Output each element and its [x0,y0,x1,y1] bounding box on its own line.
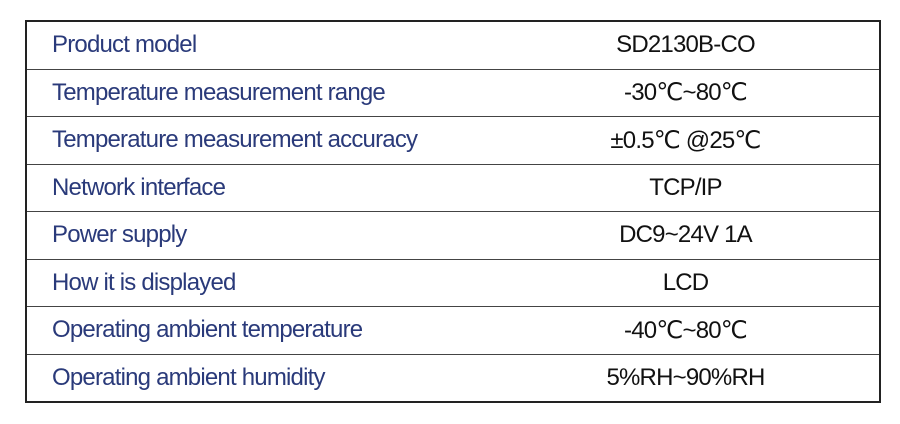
spec-row: Temperature measurement accuracy ±0.5℃ @2… [26,116,880,165]
spec-table: Product model SD2130B-CO Temperature measu… [25,20,881,403]
spec-label: Temperature measurement range [26,69,492,117]
spec-value: -40℃~80℃ [492,306,880,355]
spec-label: Network interface [26,164,492,212]
spec-row: Temperature measurement range -30℃~80℃ [26,69,880,117]
spec-label: Operating ambient humidity [26,354,492,403]
spec-value: LCD [492,259,880,307]
spec-value: DC9~24V 1A [492,211,880,260]
spec-value: SD2130B-CO [492,21,880,70]
spec-label: Operating ambient temperature [26,306,492,355]
spec-row: Product model SD2130B-CO [26,21,880,70]
spec-value: 5%RH~90%RH [492,354,880,403]
spec-value: -30℃~80℃ [492,69,880,117]
spec-row: Operating ambient humidity 5%RH~90%RH [26,354,880,403]
spec-row: Power supply DC9~24V 1A [26,211,880,260]
spec-label: How it is displayed [26,259,492,307]
spec-row: Operating ambient temperature -40℃~80℃ [26,306,880,355]
spec-label: Power supply [26,211,492,260]
spec-row: Network interface TCP/IP [26,164,880,212]
spec-label: Temperature measurement accuracy [26,116,492,165]
spec-value: ±0.5℃ @25℃ [492,116,880,165]
spec-label: Product model [26,21,492,70]
spec-row: How it is displayed LCD [26,259,880,307]
spec-value: TCP/IP [492,164,880,212]
